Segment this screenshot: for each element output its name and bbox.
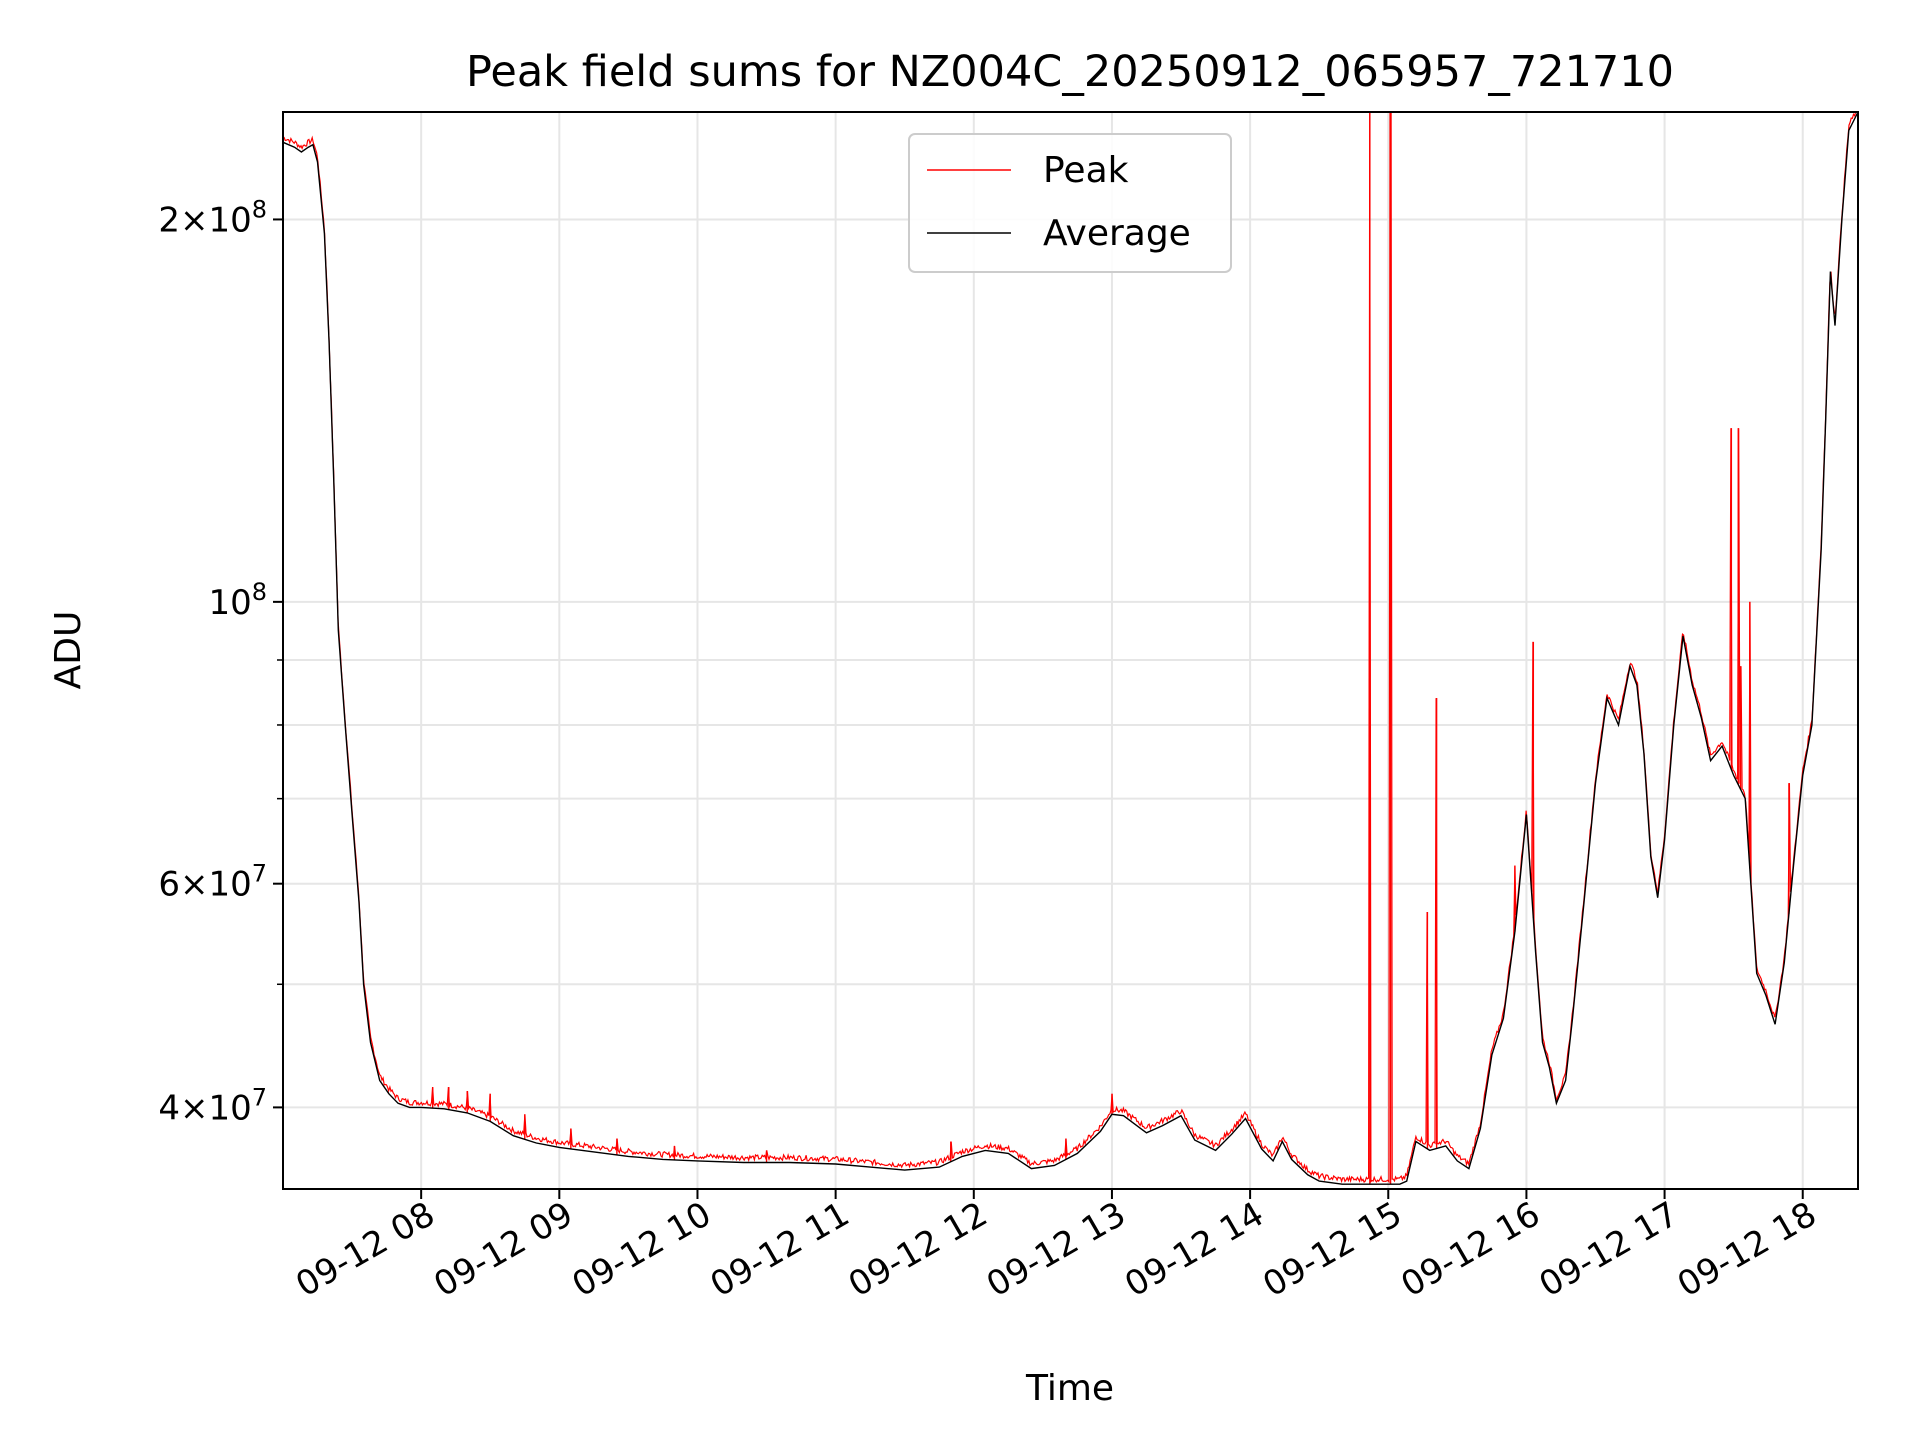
legend-label-peak: Peak <box>1043 150 1129 191</box>
y-tick-label: 4×107 <box>158 1083 267 1128</box>
legend: Peak Average <box>908 133 1232 273</box>
legend-label-average: Average <box>1043 213 1191 254</box>
plot-background <box>283 112 1858 1189</box>
legend-box <box>908 133 1232 273</box>
plot-frame <box>282 111 1859 1190</box>
y-axis-title: ADU <box>48 611 89 690</box>
chart-title: Peak field sums for NZ004C_20250912_0659… <box>466 47 1674 97</box>
x-axis-title: Time <box>1025 1368 1114 1409</box>
y-axis: 4×107 6×107 108 2×108 <box>158 195 283 1128</box>
y-tick-label: 6×107 <box>158 860 267 905</box>
y-tick-label: 108 <box>208 578 267 623</box>
series-layer <box>282 111 1859 1185</box>
y-tick-label: 2×108 <box>158 195 267 240</box>
series-line-average <box>282 111 1859 1185</box>
